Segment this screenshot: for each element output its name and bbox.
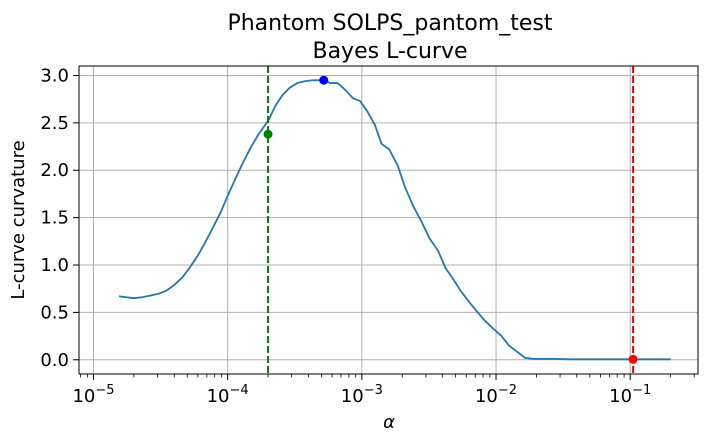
grid	[79, 66, 698, 374]
y-axis-label: L-curve curvature	[8, 140, 29, 299]
data-marker	[628, 354, 638, 364]
x-axis-label: α	[383, 412, 395, 433]
series-layer	[118, 79, 671, 361]
x-tick-label: 10−4	[207, 383, 249, 407]
data-marker	[319, 75, 329, 85]
reference-lines	[267, 66, 635, 374]
y-tick-label: 1.0	[40, 255, 69, 276]
chart-title-line-2: Bayes L-curve	[312, 39, 467, 64]
y-tick-label: 0.0	[40, 350, 69, 371]
plot-frame	[78, 65, 699, 375]
y-tick-label: 1.5	[40, 208, 69, 229]
y-tick-label: 0.5	[40, 302, 69, 323]
chart-title-line-1: Phantom SOLPS_pantom_test	[227, 11, 552, 36]
y-tick-label: 2.0	[40, 160, 69, 181]
x-tick-label: 10−5	[72, 383, 114, 407]
data-marker	[263, 129, 273, 139]
x-tick-label: 10−3	[341, 383, 383, 407]
x-tick-label: 10−1	[609, 383, 651, 407]
curvature-line	[118, 79, 671, 361]
x-tick-label: 10−2	[475, 383, 517, 407]
y-tick-label: 3.0	[40, 65, 69, 86]
markers	[263, 75, 638, 364]
ticks: 10−5 10−4 10−3 10−2 10−1 0.0 0.5 1.0 1.5 2.0 2.5 3.…	[40, 65, 695, 407]
y-tick-label: 2.5	[40, 113, 69, 134]
